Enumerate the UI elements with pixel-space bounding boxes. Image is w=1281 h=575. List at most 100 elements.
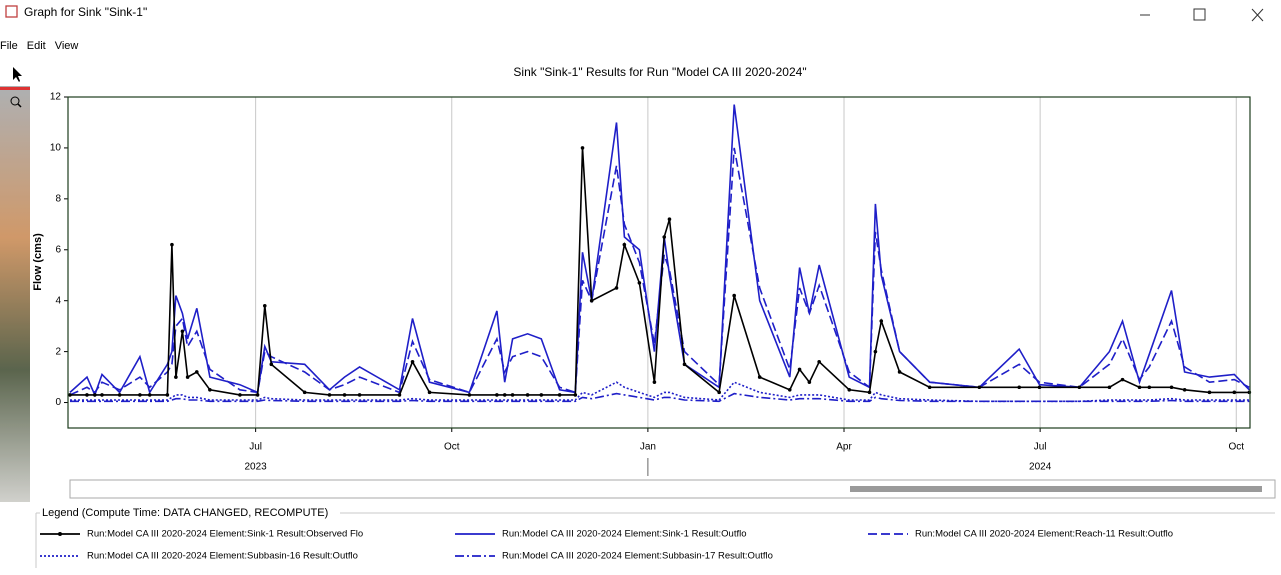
legend-frame xyxy=(35,512,1275,568)
data-point xyxy=(269,362,274,367)
data-point xyxy=(327,393,332,397)
pointer-tool[interactable] xyxy=(13,67,22,82)
window-title: Graph for Sink "Sink-1" xyxy=(24,5,147,19)
menu-item[interactable]: File xyxy=(0,40,18,52)
zoom-tool[interactable] xyxy=(10,96,20,106)
data-point xyxy=(1182,388,1187,392)
legend: Run:Model CA III 2020-2024 Element:Sink-… xyxy=(40,529,1173,562)
menu-item[interactable]: View xyxy=(55,40,79,52)
data-point xyxy=(787,388,792,392)
x-tick-label: Oct xyxy=(1228,442,1244,453)
desktop-overlay xyxy=(0,62,30,502)
data-point xyxy=(502,393,507,397)
data-point xyxy=(427,390,432,395)
series-line xyxy=(70,381,1250,403)
data-point xyxy=(1077,385,1082,390)
zoom-tool-handle xyxy=(17,103,22,108)
data-point xyxy=(539,393,544,397)
y-tick-label: 6 xyxy=(55,244,61,255)
data-point xyxy=(1207,390,1212,395)
data-point xyxy=(1107,385,1112,390)
x-group-label: 2024 xyxy=(1029,462,1052,473)
legend-label: Run:Model CA III 2020-2024 Element:Sink-… xyxy=(502,529,747,540)
data-point xyxy=(557,393,562,397)
data-point xyxy=(614,286,619,290)
data-point xyxy=(185,375,190,379)
data-point xyxy=(1017,385,1022,390)
legend-label: Run:Model CA III 2020-2024 Element:Subba… xyxy=(502,551,773,562)
data-point xyxy=(357,393,362,397)
data-point xyxy=(1247,390,1252,395)
data-point xyxy=(637,281,642,285)
menu-item[interactable]: Edit xyxy=(27,40,46,52)
series-line xyxy=(69,147,1250,396)
data-point xyxy=(117,393,122,397)
legend-marker xyxy=(58,532,62,536)
maximize-button[interactable] xyxy=(1193,8,1206,21)
x-group-label: 2023 xyxy=(245,462,268,473)
series-line xyxy=(69,104,1250,398)
data-point xyxy=(807,380,812,384)
data-point xyxy=(180,329,185,334)
data-point xyxy=(208,388,212,392)
data-point xyxy=(100,393,104,397)
data-point xyxy=(255,393,260,397)
close-button[interactable] xyxy=(1251,8,1264,22)
y-tick-label: 12 xyxy=(50,92,62,103)
data-point xyxy=(622,242,627,247)
data-point xyxy=(589,298,594,303)
chart-title: Sink "Sink-1" Results for Run "Model CA … xyxy=(513,65,806,79)
plot: Jul Oct Jan Apr Jul Oct 2023 2024 0 2 4 6 8 10 12 xyxy=(50,92,1252,476)
data-point xyxy=(927,385,932,390)
x-tick-label: Jul xyxy=(1034,442,1047,453)
data-point xyxy=(1169,385,1174,390)
data-point xyxy=(1137,385,1142,390)
data-point xyxy=(262,303,267,308)
title-bar xyxy=(0,0,1281,32)
y-tick-label: 10 xyxy=(50,143,62,154)
data-point xyxy=(1232,390,1237,395)
data-point xyxy=(165,393,170,397)
data-point xyxy=(138,393,142,397)
data-point xyxy=(194,370,199,374)
x-tick-label: Oct xyxy=(444,442,460,453)
data-point xyxy=(1147,385,1152,390)
y-tick-label: 2 xyxy=(55,346,61,357)
x-tick-label: Apr xyxy=(836,442,852,453)
data-point xyxy=(717,390,721,395)
data-point xyxy=(662,235,667,239)
data-point xyxy=(879,319,884,323)
data-point xyxy=(302,390,307,395)
scrollbar[interactable] xyxy=(69,479,1276,499)
accent-bar xyxy=(0,87,30,90)
x-tick-label: Jan xyxy=(640,442,656,453)
data-point xyxy=(897,370,902,374)
data-point xyxy=(732,293,736,298)
data-point xyxy=(873,349,878,354)
app-icon xyxy=(5,5,18,18)
scrollbar-thumb[interactable] xyxy=(850,486,1262,492)
data-point xyxy=(847,388,852,392)
data-point xyxy=(342,393,347,397)
data-point xyxy=(867,390,872,395)
data-point xyxy=(93,393,97,397)
data-point xyxy=(573,393,578,397)
data-point xyxy=(797,367,802,372)
legend-label: Run:Model CA III 2020-2024 Element:Sink-… xyxy=(87,529,363,540)
y-axis-label: Flow (cms) xyxy=(32,233,44,291)
y-tick-label: 0 xyxy=(55,397,61,408)
data-point xyxy=(817,360,821,364)
data-point xyxy=(495,393,499,397)
desktop-strip xyxy=(0,62,30,502)
data-point xyxy=(85,393,89,397)
y-tick-label: 8 xyxy=(55,193,61,204)
data-point xyxy=(580,146,585,150)
data-point xyxy=(68,393,72,397)
data-point xyxy=(397,393,402,397)
x-tick-label: Jul xyxy=(249,442,262,453)
legend-label: Run:Model CA III 2020-2024 Element:Subba… xyxy=(87,551,358,562)
data-point xyxy=(977,385,982,390)
legend-title: Legend (Compute Time: DATA CHANGED, RECO… xyxy=(42,507,328,519)
